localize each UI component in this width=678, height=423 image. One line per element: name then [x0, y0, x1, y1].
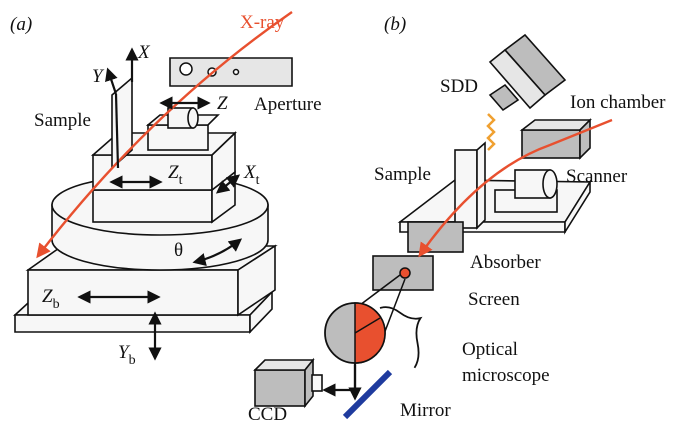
xt-sub: t [256, 173, 260, 188]
xray-label: X-ray [240, 12, 285, 33]
ccd-label: CCD [248, 404, 287, 423]
panel-tag: (a) [10, 14, 32, 35]
scanner-label: Scanner [566, 166, 628, 187]
ion-chamber-label: Ion chamber [570, 92, 666, 113]
figure: (a) X-ray X Y Z Aperture Sample Zt Xt θ … [0, 0, 678, 423]
zt-main: Z [168, 162, 179, 183]
microscope-label: microscope [462, 365, 550, 386]
zb-sub: b [53, 297, 60, 312]
sample-label: Sample [34, 110, 91, 131]
sdd-label: SDD [440, 76, 478, 97]
screen-label: Screen [468, 289, 520, 310]
zt-sub: t [179, 173, 183, 188]
xt-label: Xt [243, 162, 260, 188]
yb-sub: b [129, 353, 136, 368]
yb-label: Yb [118, 342, 136, 368]
sample-label: Sample [374, 164, 431, 185]
panel-a: (a) X-ray X Y Z Aperture Sample Zt Xt θ … [10, 12, 322, 368]
optical-label: Optical [462, 339, 518, 360]
x-label: X [137, 42, 151, 63]
y-label: Y [92, 66, 105, 87]
absorber-label: Absorber [470, 252, 541, 273]
z-label: Z [217, 93, 228, 114]
theta-label: θ [174, 240, 183, 261]
panel-b: (b) SDD Ion chamber Sample Scanner Absor… [248, 14, 666, 423]
zb-main: Z [42, 286, 53, 307]
mirror-label: Mirror [400, 400, 451, 421]
panel-tag: (b) [384, 14, 406, 35]
aperture-label: Aperture [254, 94, 322, 115]
